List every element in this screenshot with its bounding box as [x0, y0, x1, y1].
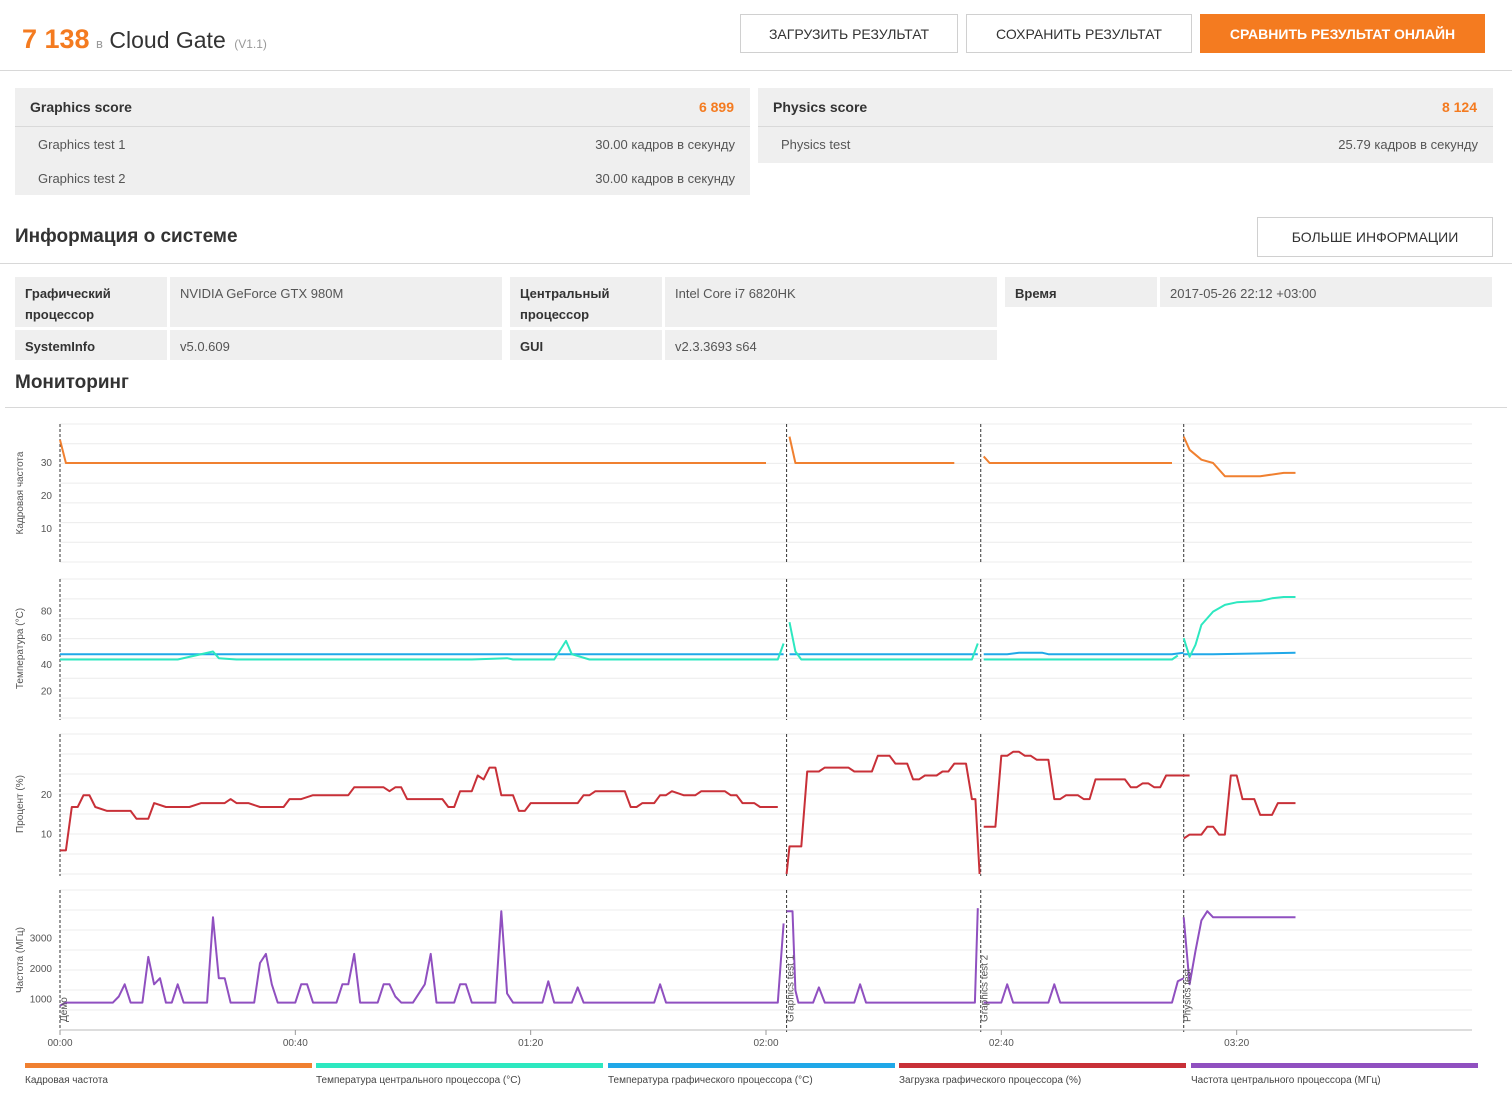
y-tick-label: 30 — [41, 458, 53, 469]
series-line-cpu_freq — [786, 908, 979, 1004]
y-tick-label: 20 — [41, 491, 53, 502]
test-marker-label: Physics test — [1183, 968, 1194, 1022]
graphics-test-row: Graphics test 1 30.00 кадров в секунду — [15, 127, 750, 161]
legend-label: Частота центрального процессора (МГц) — [1191, 1075, 1381, 1086]
legend-label: Загрузка графического процессора (%) — [899, 1074, 1081, 1086]
series-line-fps — [982, 455, 1172, 464]
overall-score: 7 138 — [22, 24, 90, 54]
series-line-cpu_temp — [1182, 596, 1296, 658]
x-tick-label: 01:20 — [518, 1038, 543, 1049]
graphics-test-value: 30.00 кадров в секунду — [595, 136, 735, 152]
cpu-label: Центральный процессор — [510, 277, 662, 327]
physics-test-name: Physics test — [781, 136, 851, 152]
series-line-gpu_load — [60, 766, 778, 852]
x-tick-label: 00:40 — [283, 1038, 308, 1049]
y-tick-label: 2000 — [30, 964, 53, 975]
y-axis-label: Частота (МГц) — [15, 927, 26, 993]
graphics-score-value: 6 899 — [698, 99, 734, 115]
x-tick-label: 03:20 — [1224, 1038, 1249, 1049]
test-name: Cloud Gate — [109, 27, 226, 53]
series-line-cpu_temp — [60, 639, 785, 661]
systeminfo-value: v5.0.609 — [170, 330, 502, 360]
y-tick-label: 20 — [41, 790, 53, 801]
gpu-label: Графический процессор — [15, 277, 167, 327]
legend-swatch — [316, 1063, 603, 1068]
y-axis-label: Кадровая частота — [15, 451, 26, 534]
save-result-button[interactable]: СОХРАНИТЬ РЕЗУЛЬТАТ — [966, 14, 1192, 53]
legend-swatch — [608, 1063, 895, 1068]
series-line-gpu_load — [785, 754, 981, 875]
y-axis-label: Температура (°C) — [15, 608, 26, 689]
gui-label: GUI — [510, 330, 662, 360]
test-marker-label: Демо — [59, 997, 70, 1022]
legend-swatch — [1191, 1063, 1478, 1068]
section-divider — [5, 407, 1507, 408]
physics-test-row: Physics test 25.79 кадров в секунду — [758, 127, 1493, 161]
legend-label: Температура центрального процессора (°C) — [316, 1075, 521, 1086]
test-marker-label: Graphics test 2 — [980, 954, 991, 1022]
graphics-test-value: 30.00 кадров в секунду — [595, 170, 735, 186]
y-tick-label: 60 — [41, 633, 53, 644]
series-line-gpu_load — [983, 750, 1190, 828]
gui-value: v2.3.3693 s64 — [665, 330, 997, 360]
physics-score-title: Physics score — [773, 99, 868, 115]
y-axis-label: Процент (%) — [15, 775, 26, 833]
system-info-title: Информация о системе — [15, 226, 238, 247]
legend-swatch — [25, 1063, 312, 1068]
physics-score-value: 8 124 — [1441, 99, 1477, 115]
y-tick-label: 10 — [41, 830, 53, 841]
load-result-button[interactable]: ЗАГРУЗИТЬ РЕЗУЛЬТАТ — [740, 14, 958, 53]
series-line-fps — [788, 436, 955, 464]
physics-score-panel: Physics score 8 124 Physics test 25.79 к… — [758, 88, 1493, 163]
x-tick-label: 02:40 — [989, 1038, 1014, 1049]
series-line-cpu_temp — [983, 654, 1179, 661]
cpu-value: Intel Core i7 6820HK — [665, 277, 997, 327]
time-value: 2017-05-26 22:12 +03:00 — [1160, 277, 1492, 307]
graphics-score-header: Graphics score 6 899 — [15, 88, 750, 127]
series-line-gpu_temp — [1183, 651, 1296, 656]
monitoring-chart: 10 20 30 Кадровая частота 20 40 60 80 Температур… — [15, 423, 1478, 1086]
y-tick-label: 20 — [41, 686, 53, 697]
graphics-test-name: Graphics test 1 — [38, 136, 126, 152]
series-line-gpu_temp — [983, 651, 1184, 656]
series-line-cpu_freq — [983, 977, 1185, 1004]
y-tick-label: 10 — [41, 524, 53, 535]
legend-label: Температура графического процессора (°C) — [608, 1074, 813, 1086]
header-bar: 7 138 в Cloud Gate (V1.1) ЗАГРУЗИТЬ РЕЗУ… — [0, 0, 1512, 71]
legend-label: Кадровая частота — [25, 1075, 108, 1086]
series-line-fps — [1182, 436, 1296, 478]
x-tick-label: 02:00 — [753, 1038, 778, 1049]
graphics-test-name: Graphics test 2 — [38, 170, 126, 186]
physics-score-header: Physics score 8 124 — [758, 88, 1493, 127]
series-line-fps — [59, 439, 766, 464]
series-line-cpu_temp — [788, 622, 979, 661]
series-line-cpu_freq — [1182, 910, 1296, 986]
y-tick-label: 1000 — [30, 995, 53, 1006]
legend-swatch — [899, 1063, 1186, 1068]
systeminfo-label: SystemInfo — [15, 330, 167, 360]
series-line-cpu_freq — [59, 910, 785, 1007]
y-tick-label: 40 — [41, 660, 53, 671]
gpu-value: NVIDIA GeForce GTX 980M — [170, 277, 502, 327]
section-divider — [0, 263, 1512, 264]
time-label: Время — [1005, 277, 1157, 307]
test-marker-label: Graphics test 1 — [786, 954, 797, 1022]
graphics-score-panel: Graphics score 6 899 Graphics test 1 30.… — [15, 88, 750, 195]
y-tick-label: 80 — [41, 607, 53, 618]
result-title: 7 138 в Cloud Gate (V1.1) — [22, 24, 267, 55]
more-info-button[interactable]: БОЛЬШЕ ИНФОРМАЦИИ — [1257, 217, 1493, 257]
test-version: (V1.1) — [234, 37, 267, 51]
in-word: в — [96, 36, 103, 51]
monitoring-title: Мониторинг — [15, 372, 129, 393]
series-line-gpu_load — [1183, 774, 1296, 840]
x-tick-label: 00:00 — [47, 1038, 72, 1049]
graphics-test-row: Graphics test 2 30.00 кадров в секунду — [15, 161, 750, 195]
y-tick-label: 3000 — [30, 934, 53, 945]
graphics-score-title: Graphics score — [30, 99, 132, 115]
compare-online-button[interactable]: СРАВНИТЬ РЕЗУЛЬТАТ ОНЛАЙН — [1200, 14, 1485, 53]
physics-test-value: 25.79 кадров в секунду — [1338, 136, 1478, 152]
